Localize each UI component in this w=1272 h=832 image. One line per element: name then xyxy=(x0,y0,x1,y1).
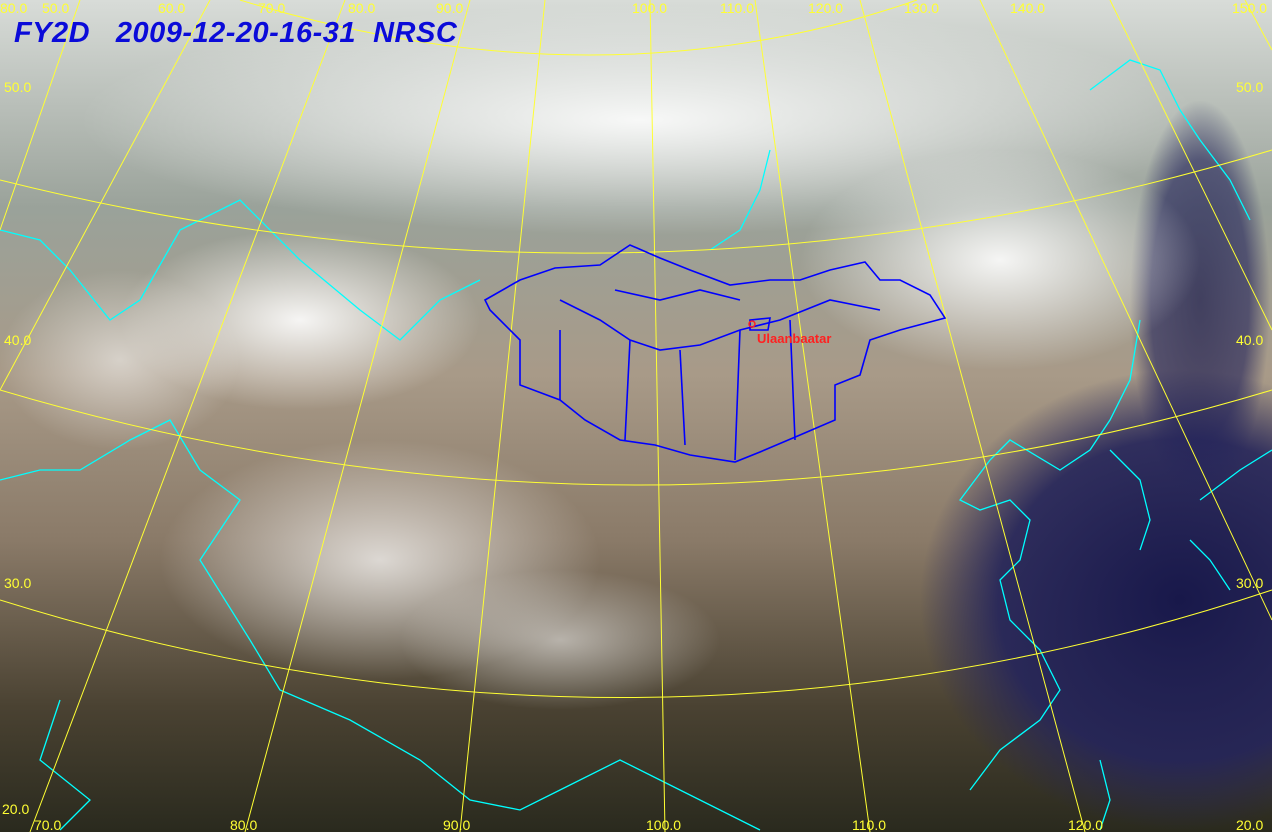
lat-label-right: 20.0 xyxy=(1236,817,1264,832)
city-label-ulaanbaatar: Ulaanbaatar xyxy=(757,331,832,346)
lon-label-top: 110.0 xyxy=(720,0,754,16)
lat-label-left: 30.0 xyxy=(4,575,32,591)
lat-label-right: 40.0 xyxy=(1236,332,1264,348)
lon-label-bottom: 100.0 xyxy=(646,817,682,832)
lat-label-left: 40.0 xyxy=(4,332,32,348)
lat-label-left: 80.0 xyxy=(0,0,28,16)
lon-label-top: 60.0 xyxy=(158,0,186,16)
mongolia-borders xyxy=(483,244,947,463)
lon-label-bottom: 70.0 xyxy=(34,817,62,832)
lon-label-top: 90.0 xyxy=(436,0,464,16)
lon-label-top: 70.0 xyxy=(258,0,286,16)
lat-label-right: 30.0 xyxy=(1236,575,1264,591)
coastlines xyxy=(0,59,1272,831)
lat-label-right: 50.0 xyxy=(1236,79,1264,95)
lon-label-bottom: 120.0 xyxy=(1068,817,1104,832)
lon-label-bottom: 80.0 xyxy=(230,817,258,832)
lon-label-top: 100.0 xyxy=(632,0,668,16)
satellite-name: FY2D xyxy=(14,17,91,49)
lon-label-top: 50.0 xyxy=(42,0,70,16)
ulaanbaatar-marker xyxy=(748,320,756,328)
agency-name: NRSC xyxy=(373,17,458,49)
lon-label-top: 130.0 xyxy=(904,0,940,16)
lon-label-bottom: 110.0 xyxy=(852,817,886,832)
lat-label-left: 20.0 xyxy=(2,801,30,817)
lon-label-top: 80.0 xyxy=(348,0,376,16)
lon-label-top: 140.0 xyxy=(1010,0,1046,16)
lat-label-left: 50.0 xyxy=(4,79,32,95)
image-title: FY2D 2009-12-20-16-31 NRSC xyxy=(14,17,457,49)
observation-datetime: 2009-12-20-16-31 xyxy=(115,17,356,49)
lon-label-top: 150.0 xyxy=(1232,0,1268,16)
lon-label-top: 120.0 xyxy=(808,0,844,16)
lon-label-bottom: 90.0 xyxy=(443,817,471,832)
